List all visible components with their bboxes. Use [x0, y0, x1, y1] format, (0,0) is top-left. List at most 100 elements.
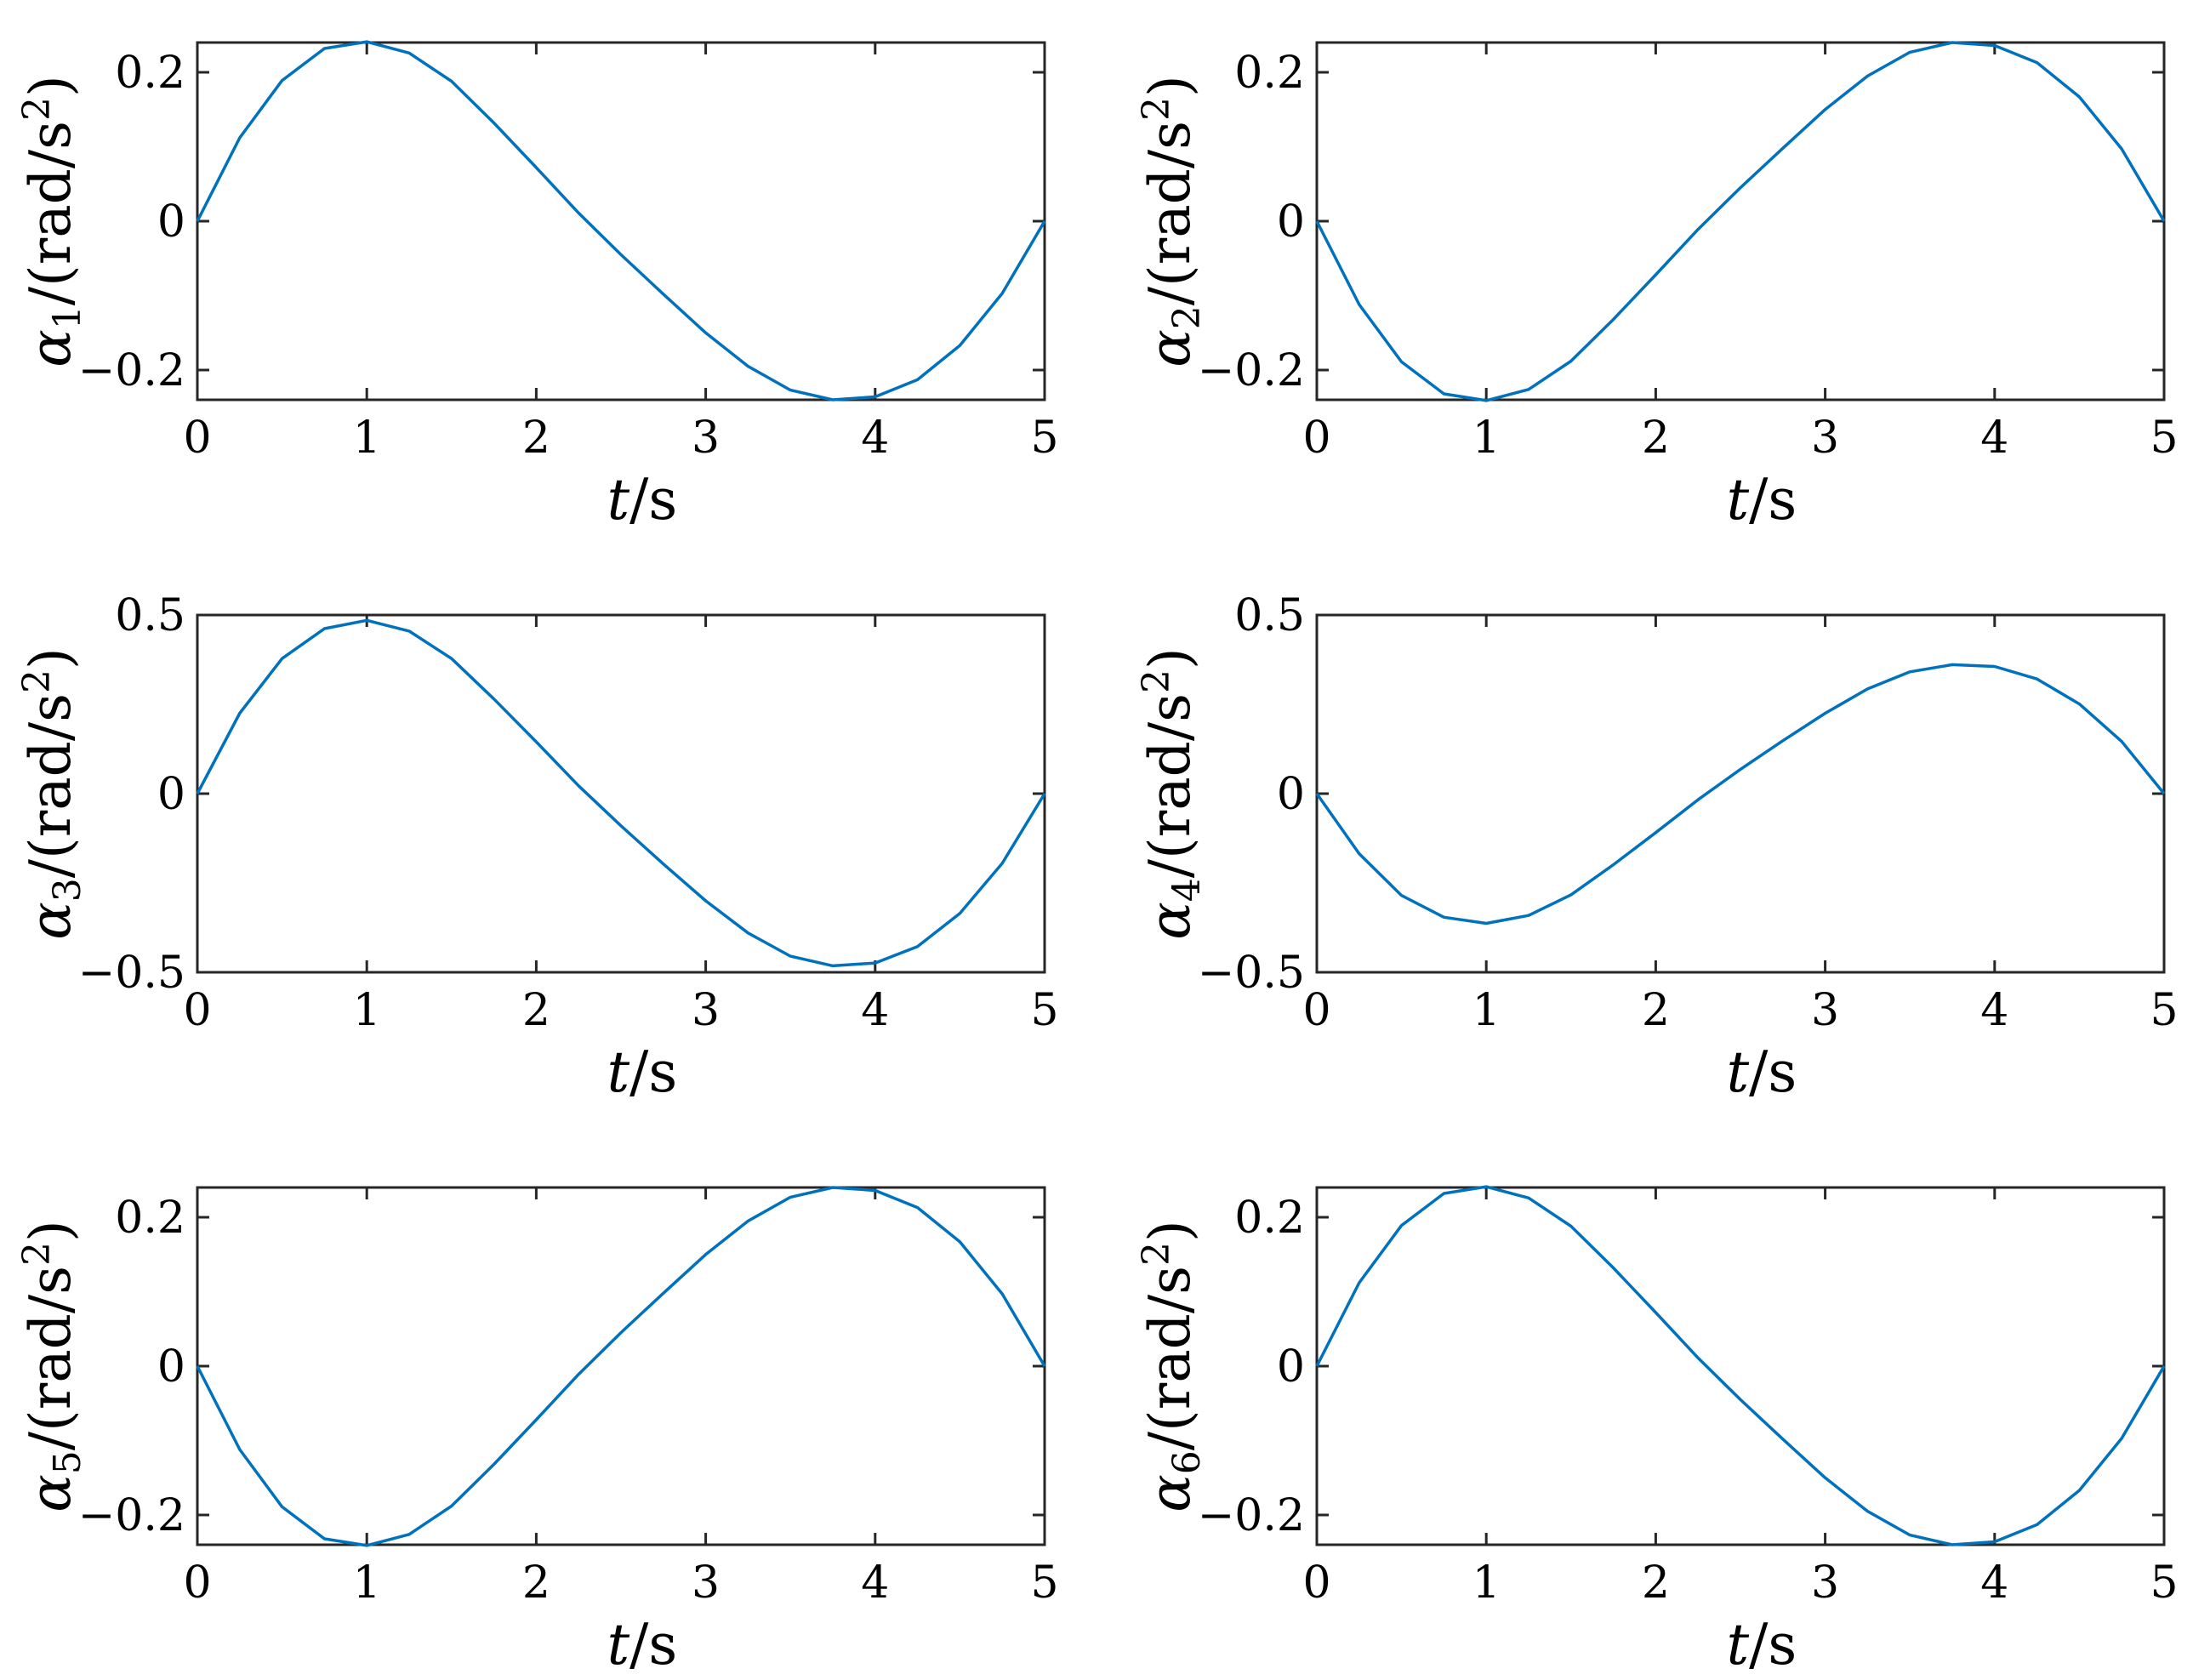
x-axis-var: t	[607, 1039, 630, 1105]
x-tick-label: 0	[183, 985, 211, 1036]
x-tick-label: 3	[692, 1558, 720, 1609]
x-tick-label: 0	[183, 1558, 211, 1609]
x-tick-label: 2	[1642, 1558, 1670, 1609]
y-axis-unit: /(rad/s	[1137, 693, 1203, 878]
series-line	[1315, 663, 2166, 925]
x-tick-label: 1	[353, 1558, 381, 1609]
y-axis-unit: /(rad/s	[18, 693, 83, 878]
axes-frame	[1315, 1186, 2166, 1546]
subplot-4: 0 1 2 3 4 5−0.500.5t/sα4/(rad/s2)	[1135, 590, 2179, 1105]
y-axis-subscript: 4	[1165, 878, 1209, 902]
y-axis-var: α	[1137, 329, 1203, 367]
y-axis-superscript: 2	[15, 669, 59, 693]
x-axis-unit: /s	[629, 1612, 677, 1677]
y-axis-title: α1/(rad/s2)	[15, 75, 89, 367]
y-axis-subscript: 6	[1165, 1450, 1209, 1474]
y-axis-superscript: 2	[15, 97, 59, 121]
y-axis-close-paren: )	[1137, 75, 1203, 97]
x-axis-unit: /s	[1749, 1039, 1797, 1105]
x-tick-label: 0	[183, 413, 211, 464]
y-tick-label: 0	[157, 196, 185, 248]
y-axis-close-paren: )	[1137, 647, 1203, 669]
y-axis-superscript: 2	[1135, 97, 1178, 121]
y-axis-var: α	[18, 329, 83, 367]
x-tick-label: 0	[1302, 985, 1330, 1036]
y-axis-title: α4/(rad/s2)	[1135, 647, 1209, 940]
y-tick-label: 0.2	[1234, 1193, 1305, 1244]
x-axis-unit: /s	[629, 467, 677, 532]
x-tick-label: 5	[1030, 1558, 1058, 1609]
y-axis-unit: /(rad/s	[18, 1266, 83, 1450]
x-tick-label: 1	[353, 413, 381, 464]
x-axis-var: t	[607, 467, 630, 532]
x-axis-title: t/s	[607, 1612, 678, 1677]
y-axis-unit: /(rad/s	[1137, 121, 1203, 305]
x-tick-label: 5	[2150, 985, 2178, 1036]
y-axis-var: α	[18, 1474, 83, 1512]
y-axis-subscript: 5	[46, 1450, 89, 1474]
x-tick-label: 2	[522, 985, 550, 1036]
x-tick-label: 4	[1980, 985, 2008, 1036]
y-tick-label: −0.5	[1198, 948, 1305, 999]
y-tick-label: −0.2	[1198, 345, 1305, 396]
y-axis-title: α2/(rad/s2)	[1135, 75, 1209, 367]
y-tick-label: 0	[157, 769, 185, 820]
y-axis-var: α	[1137, 1474, 1203, 1512]
y-axis-superscript: 2	[15, 1242, 59, 1266]
x-axis-var: t	[1727, 1039, 1750, 1105]
y-tick-label: −0.2	[78, 345, 185, 396]
x-tick-label: 4	[861, 1558, 889, 1609]
subplot-3: 0 1 2 3 4 5−0.500.5t/sα3/(rad/s2)	[15, 590, 1059, 1105]
y-tick-label: 0.2	[115, 1193, 185, 1244]
x-tick-label: 2	[1642, 413, 1670, 464]
y-axis-subscript: 3	[46, 878, 89, 902]
x-tick-label: 0	[1302, 413, 1330, 464]
x-axis-var: t	[1727, 1612, 1750, 1677]
y-tick-label: 0.5	[115, 590, 185, 641]
x-axis-unit: /s	[629, 1039, 677, 1105]
y-axis-close-paren: )	[18, 75, 83, 97]
x-tick-label: 3	[692, 985, 720, 1036]
x-tick-label: 5	[2150, 1558, 2178, 1609]
x-tick-label: 1	[353, 985, 381, 1036]
x-axis-title: t/s	[607, 467, 678, 532]
y-axis-close-paren: )	[1137, 1220, 1203, 1242]
y-axis-var: α	[1137, 902, 1203, 940]
x-tick-label: 3	[1811, 1558, 1839, 1609]
x-tick-label: 5	[1030, 413, 1058, 464]
x-tick-label: 5	[2150, 413, 2178, 464]
y-axis-superscript: 2	[1135, 669, 1178, 693]
x-tick-label: 1	[1472, 985, 1501, 1036]
y-tick-label: −0.5	[78, 948, 185, 999]
subplot-5: 0 1 2 3 4 5−0.200.2t/sα5/(rad/s2)	[15, 1186, 1059, 1677]
x-axis-title: t/s	[1727, 467, 1797, 532]
x-tick-label: 4	[861, 985, 889, 1036]
y-axis-title: α3/(rad/s2)	[15, 647, 89, 940]
series-line	[1315, 1185, 2166, 1546]
x-tick-label: 4	[861, 413, 889, 464]
series-line	[196, 1186, 1046, 1547]
axes-frame	[196, 613, 1046, 974]
x-axis-unit: /s	[1749, 1612, 1797, 1677]
y-tick-label: 0	[1277, 1341, 1305, 1392]
y-axis-unit: /(rad/s	[1137, 1266, 1203, 1450]
x-tick-label: 3	[1811, 985, 1839, 1036]
y-tick-label: 0.5	[1234, 590, 1305, 641]
y-axis-var: α	[18, 902, 83, 940]
x-axis-title: t/s	[607, 1039, 678, 1105]
x-tick-label: 1	[1472, 1558, 1501, 1609]
subplot-6: 0 1 2 3 4 5−0.200.2t/sα6/(rad/s2)	[1135, 1185, 2179, 1677]
y-axis-close-paren: )	[18, 1220, 83, 1242]
y-axis-superscript: 2	[1135, 1242, 1178, 1266]
x-tick-label: 5	[1030, 985, 1058, 1036]
x-axis-unit: /s	[1749, 467, 1797, 532]
series-line	[1315, 41, 2166, 402]
x-axis-title: t/s	[1727, 1612, 1797, 1677]
y-tick-label: 0.2	[1234, 48, 1305, 99]
y-tick-label: −0.2	[1198, 1490, 1305, 1541]
y-axis-subscript: 2	[1165, 305, 1209, 329]
axes-frame	[196, 41, 1046, 401]
series-line	[196, 40, 1046, 401]
y-tick-label: 0	[1277, 196, 1305, 248]
